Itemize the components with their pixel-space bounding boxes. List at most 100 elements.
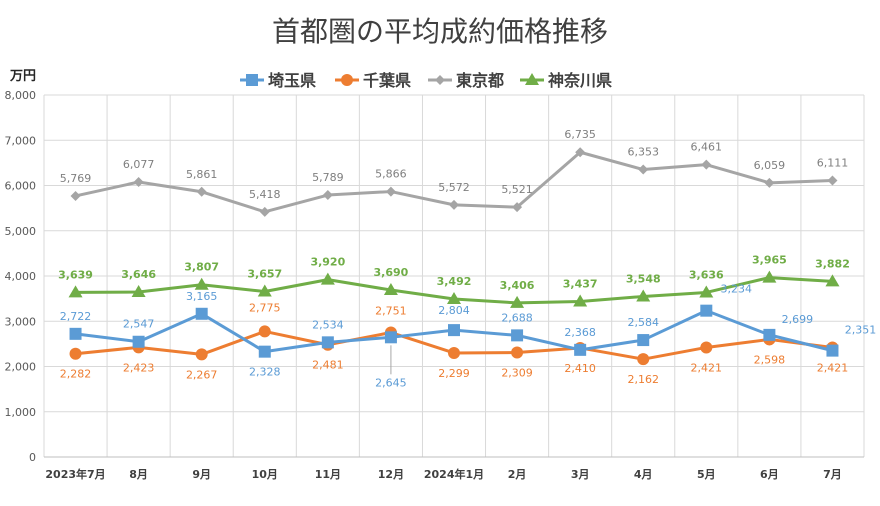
data-label: 2,547 (123, 318, 155, 331)
data-point-square (132, 335, 145, 348)
data-point-triangle (68, 285, 83, 298)
data-label: 3,920 (310, 256, 345, 269)
data-point-triangle (131, 285, 146, 298)
y-tick-label: 7,000 (5, 134, 37, 147)
y-tick-label: 5,000 (5, 225, 37, 238)
grid-layer (43, 94, 865, 458)
x-tick-label: 10月 (252, 468, 278, 481)
data-label: 2,645 (375, 376, 407, 389)
data-label: 3,646 (121, 268, 156, 281)
data-label: 6,077 (123, 158, 155, 171)
x-tick-label: 5月 (697, 468, 716, 481)
series-東京都 (70, 147, 838, 217)
data-label: 2,328 (249, 366, 281, 379)
data-point-square (448, 324, 460, 337)
y-tick-label: 0 (29, 451, 36, 464)
data-point-triangle (447, 291, 461, 304)
data-point-square (637, 334, 650, 347)
data-label: 2,722 (60, 310, 92, 323)
data-point-triangle (320, 272, 335, 285)
data-label: 5,418 (249, 188, 281, 201)
data-label: 2,751 (375, 305, 407, 318)
data-point-diamond (449, 199, 459, 210)
data-label: 2,804 (438, 304, 470, 317)
x-tick-label: 2月 (508, 468, 527, 481)
label-layer: 5,769 6,077 5,861 5,418 5,789 5,866 5,572 5,521… (58, 128, 876, 389)
data-point-circle (341, 74, 353, 86)
legend-item-東京都: 東京都 (428, 71, 504, 90)
legend-label: 埼玉県 (268, 71, 316, 90)
x-tick-label: 11月 (315, 468, 341, 481)
series-神奈川県 (68, 270, 840, 308)
data-point-square (321, 336, 334, 349)
data-point-circle (511, 346, 524, 359)
data-point-diamond (435, 75, 445, 85)
data-label: 3,882 (815, 257, 850, 270)
data-label: 2,584 (627, 316, 659, 329)
data-point-diamond (70, 190, 81, 201)
data-label: 3,406 (500, 279, 535, 292)
x-tick-label: 12月 (378, 468, 404, 481)
data-label: 2,267 (186, 368, 218, 381)
series-layer (68, 147, 840, 366)
data-point-square (826, 344, 839, 357)
x-tick-label: 2023年7月 (45, 467, 105, 481)
data-label: 2,699 (782, 313, 814, 326)
data-point-diamond (385, 186, 396, 197)
data-point-triangle (636, 289, 651, 302)
data-point-square (258, 345, 271, 358)
data-point-diamond (701, 159, 712, 170)
data-point-square (700, 304, 713, 317)
x-tick-label: 8月 (129, 468, 148, 481)
legend-item-神奈川県: 神奈川県 (520, 71, 612, 90)
series-埼玉県 (69, 304, 839, 358)
data-label: 3,165 (186, 290, 218, 303)
data-point-triangle (194, 277, 209, 290)
data-point-diamond (259, 206, 270, 217)
data-label: 6,111 (817, 156, 849, 169)
legend-item-千葉県: 千葉県 (335, 71, 411, 90)
data-point-diamond (196, 186, 207, 197)
y-axis-unit-label: 万円 (9, 69, 36, 84)
data-label: 2,299 (438, 367, 470, 380)
data-label: 6,353 (627, 146, 659, 159)
data-label: 2,282 (60, 368, 92, 381)
data-point-triangle (762, 270, 777, 283)
data-point-diamond (575, 147, 586, 158)
data-point-circle (258, 325, 271, 338)
data-label: 5,521 (501, 183, 533, 196)
x-tick-label: 6月 (760, 468, 779, 481)
data-point-triangle (257, 284, 272, 297)
legend-label: 東京都 (456, 71, 504, 90)
data-point-diamond (133, 177, 144, 188)
data-label: 3,636 (689, 268, 724, 281)
data-point-square (195, 307, 208, 320)
data-label: 6,461 (691, 141, 723, 154)
data-label: 6,735 (564, 128, 596, 141)
data-label: 2,421 (817, 361, 849, 374)
data-point-square (511, 329, 524, 342)
data-label: 3,807 (184, 261, 219, 274)
data-label: 6,059 (754, 159, 786, 172)
data-point-triangle (383, 283, 398, 296)
data-point-diamond (638, 164, 649, 175)
y-tick-label: 6,000 (5, 180, 37, 193)
data-point-circle (637, 353, 650, 366)
data-point-triangle (699, 285, 714, 298)
data-label: 2,481 (312, 359, 344, 372)
data-point-diamond (764, 177, 775, 188)
data-label: 2,598 (754, 353, 786, 366)
data-label: 2,309 (501, 367, 533, 380)
data-label: 5,866 (375, 168, 407, 181)
y-tick-label: 1,000 (5, 406, 37, 419)
axis-layer: 0 1,000 2,000 3,000 4,000 5,000 6,000 7,000 8,00… (5, 69, 864, 481)
data-label: 2,423 (123, 361, 155, 374)
data-label: 2,368 (564, 326, 596, 339)
data-label: 2,162 (627, 373, 659, 386)
data-point-square (69, 327, 82, 340)
data-point-triangle (573, 294, 588, 307)
data-point-circle (700, 341, 713, 354)
data-label: 5,861 (186, 168, 218, 181)
x-tick-label: 3月 (571, 468, 590, 481)
